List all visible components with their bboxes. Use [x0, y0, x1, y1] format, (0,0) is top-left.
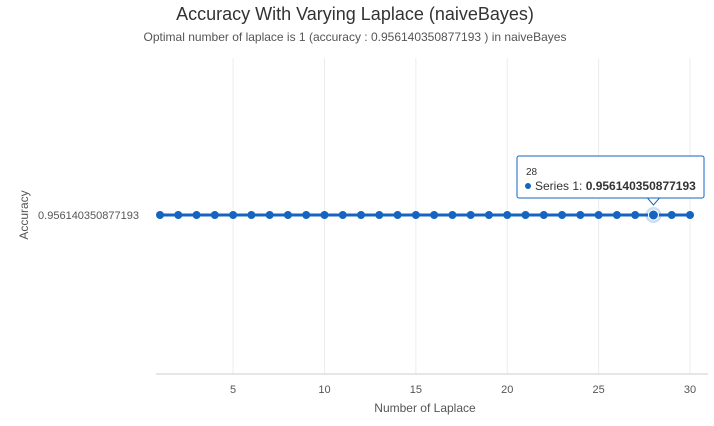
- data-point[interactable]: [283, 211, 292, 219]
- x-axis-label: Number of Laplace: [374, 401, 476, 415]
- data-point[interactable]: [229, 211, 238, 219]
- x-tick-label: 10: [318, 384, 330, 396]
- hovered-data-point[interactable]: [647, 209, 659, 221]
- data-point[interactable]: [375, 211, 384, 219]
- chart-title: Accuracy With Varying Laplace (naiveBaye…: [176, 4, 534, 24]
- plot-area: 5 10 15 20 25 30 0.956140350877193: [38, 58, 708, 396]
- data-point[interactable]: [667, 211, 676, 219]
- x-axis-ticks: 5 10 15 20 25 30: [230, 384, 696, 396]
- y-tick-label: 0.956140350877193: [38, 210, 139, 222]
- tooltip-series-bullet: [525, 183, 531, 189]
- x-tick-label: 5: [230, 384, 236, 396]
- tooltip-pointer: [646, 197, 661, 206]
- tooltip-line: Series 1: 0.956140350877193: [535, 179, 696, 193]
- x-tick-label: 20: [501, 384, 513, 396]
- data-point[interactable]: [247, 211, 256, 219]
- tooltip-value: 0.956140350877193: [586, 179, 696, 193]
- data-point[interactable]: [631, 211, 640, 219]
- data-point[interactable]: [686, 211, 694, 219]
- data-point[interactable]: [357, 211, 366, 219]
- x-tick-label: 15: [410, 384, 422, 396]
- x-tick-label: 25: [592, 384, 604, 396]
- series-points: [156, 207, 694, 223]
- data-point[interactable]: [539, 211, 548, 219]
- data-point[interactable]: [576, 211, 585, 219]
- data-point[interactable]: [393, 211, 402, 219]
- tooltip-header: 28: [526, 167, 538, 178]
- data-point[interactable]: [594, 211, 603, 219]
- data-point[interactable]: [466, 211, 475, 219]
- data-point[interactable]: [521, 211, 530, 219]
- data-point[interactable]: [192, 211, 201, 219]
- tooltip-box: [516, 155, 705, 199]
- data-point[interactable]: [558, 211, 567, 219]
- x-tick-label: 30: [684, 384, 696, 396]
- data-point[interactable]: [430, 211, 439, 219]
- data-point[interactable]: [174, 211, 183, 219]
- data-point[interactable]: [338, 211, 347, 219]
- data-point[interactable]: [302, 211, 311, 219]
- y-axis-label: Accuracy: [17, 190, 31, 239]
- data-point[interactable]: [503, 211, 512, 219]
- data-point[interactable]: [448, 211, 457, 219]
- data-tooltip: 28 Series 1: 0.956140350877193: [516, 155, 705, 206]
- tooltip-series-label: Series 1:: [535, 179, 586, 193]
- chart-subtitle: Optimal number of laplace is 1 (accuracy…: [144, 30, 567, 44]
- data-point[interactable]: [612, 211, 621, 219]
- data-point[interactable]: [265, 211, 274, 219]
- data-point[interactable]: [156, 211, 164, 219]
- y-axis-ticks: 0.956140350877193: [38, 210, 139, 222]
- data-point[interactable]: [210, 211, 219, 219]
- data-point[interactable]: [320, 211, 329, 219]
- data-point[interactable]: [484, 211, 493, 219]
- data-point[interactable]: [411, 211, 420, 219]
